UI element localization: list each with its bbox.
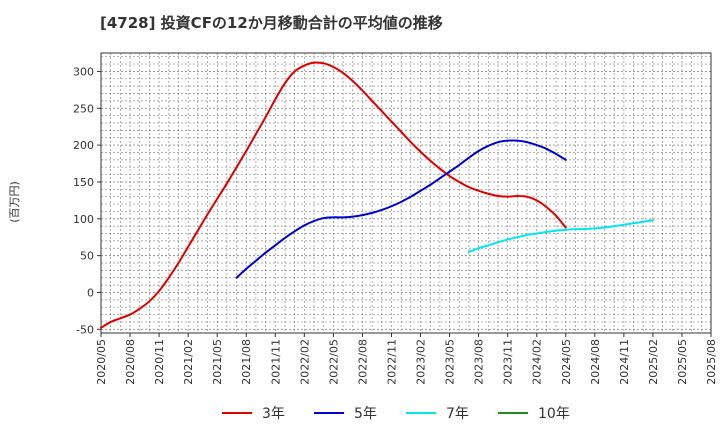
series-line-1 — [100, 61, 567, 329]
x-tick-label: 2021/05 — [211, 339, 224, 385]
plot-frame — [100, 52, 712, 334]
x-tick-label: 2022/11 — [385, 339, 398, 385]
series-line-3 — [467, 219, 654, 253]
chart-title: [4728] 投資CFの12か月移動合計の平均値の推移 — [100, 14, 443, 32]
x-tick-label: 2024/02 — [531, 339, 544, 385]
x-tick-label: 2023/02 — [415, 339, 428, 385]
y-tick-label: 300 — [73, 65, 94, 78]
x-tick-label: 2024/05 — [560, 339, 573, 385]
y-tick-label: -50 — [76, 323, 94, 336]
x-tick-label: 2024/11 — [618, 339, 631, 385]
x-tick-label: 2022/05 — [327, 339, 340, 385]
x-tick-label: 2020/05 — [95, 339, 108, 385]
series-line-2 — [235, 139, 567, 279]
x-tick-label: 2021/08 — [240, 339, 253, 385]
x-tick-label: 2022/08 — [356, 339, 369, 385]
x-tick-label: 2021/11 — [269, 339, 282, 385]
y-tick-label: 150 — [73, 176, 94, 189]
y-tick-label: 100 — [73, 213, 94, 226]
legend-label-1: 3年 — [262, 406, 285, 422]
x-tick-label: 2023/08 — [473, 339, 486, 385]
x-tick-label: 2024/08 — [589, 339, 602, 385]
x-tick-label: 2023/11 — [502, 339, 515, 385]
legend-label-3: 7年 — [446, 406, 469, 422]
legend-label-2: 5年 — [354, 406, 377, 422]
x-tick-label: 2020/08 — [124, 339, 137, 385]
x-tick-label: 2023/05 — [444, 339, 457, 385]
y-tick-label: 200 — [73, 139, 94, 152]
x-tick-label: 2020/11 — [153, 339, 166, 385]
y-axis-label: (百万円) — [8, 181, 21, 223]
x-tick-label: 2025/08 — [705, 339, 718, 385]
plot-area — [101, 53, 711, 333]
x-tick-label: 2021/02 — [182, 339, 195, 385]
y-tick-label: 50 — [80, 250, 94, 263]
y-tick-label: 0 — [87, 286, 94, 299]
legend-label-4: 10年 — [538, 406, 570, 422]
x-tick-label: 2022/02 — [298, 339, 311, 385]
y-tick-label: 250 — [73, 102, 94, 115]
x-tick-label: 2025/05 — [676, 339, 689, 385]
x-tick-label: 2025/02 — [647, 339, 660, 385]
